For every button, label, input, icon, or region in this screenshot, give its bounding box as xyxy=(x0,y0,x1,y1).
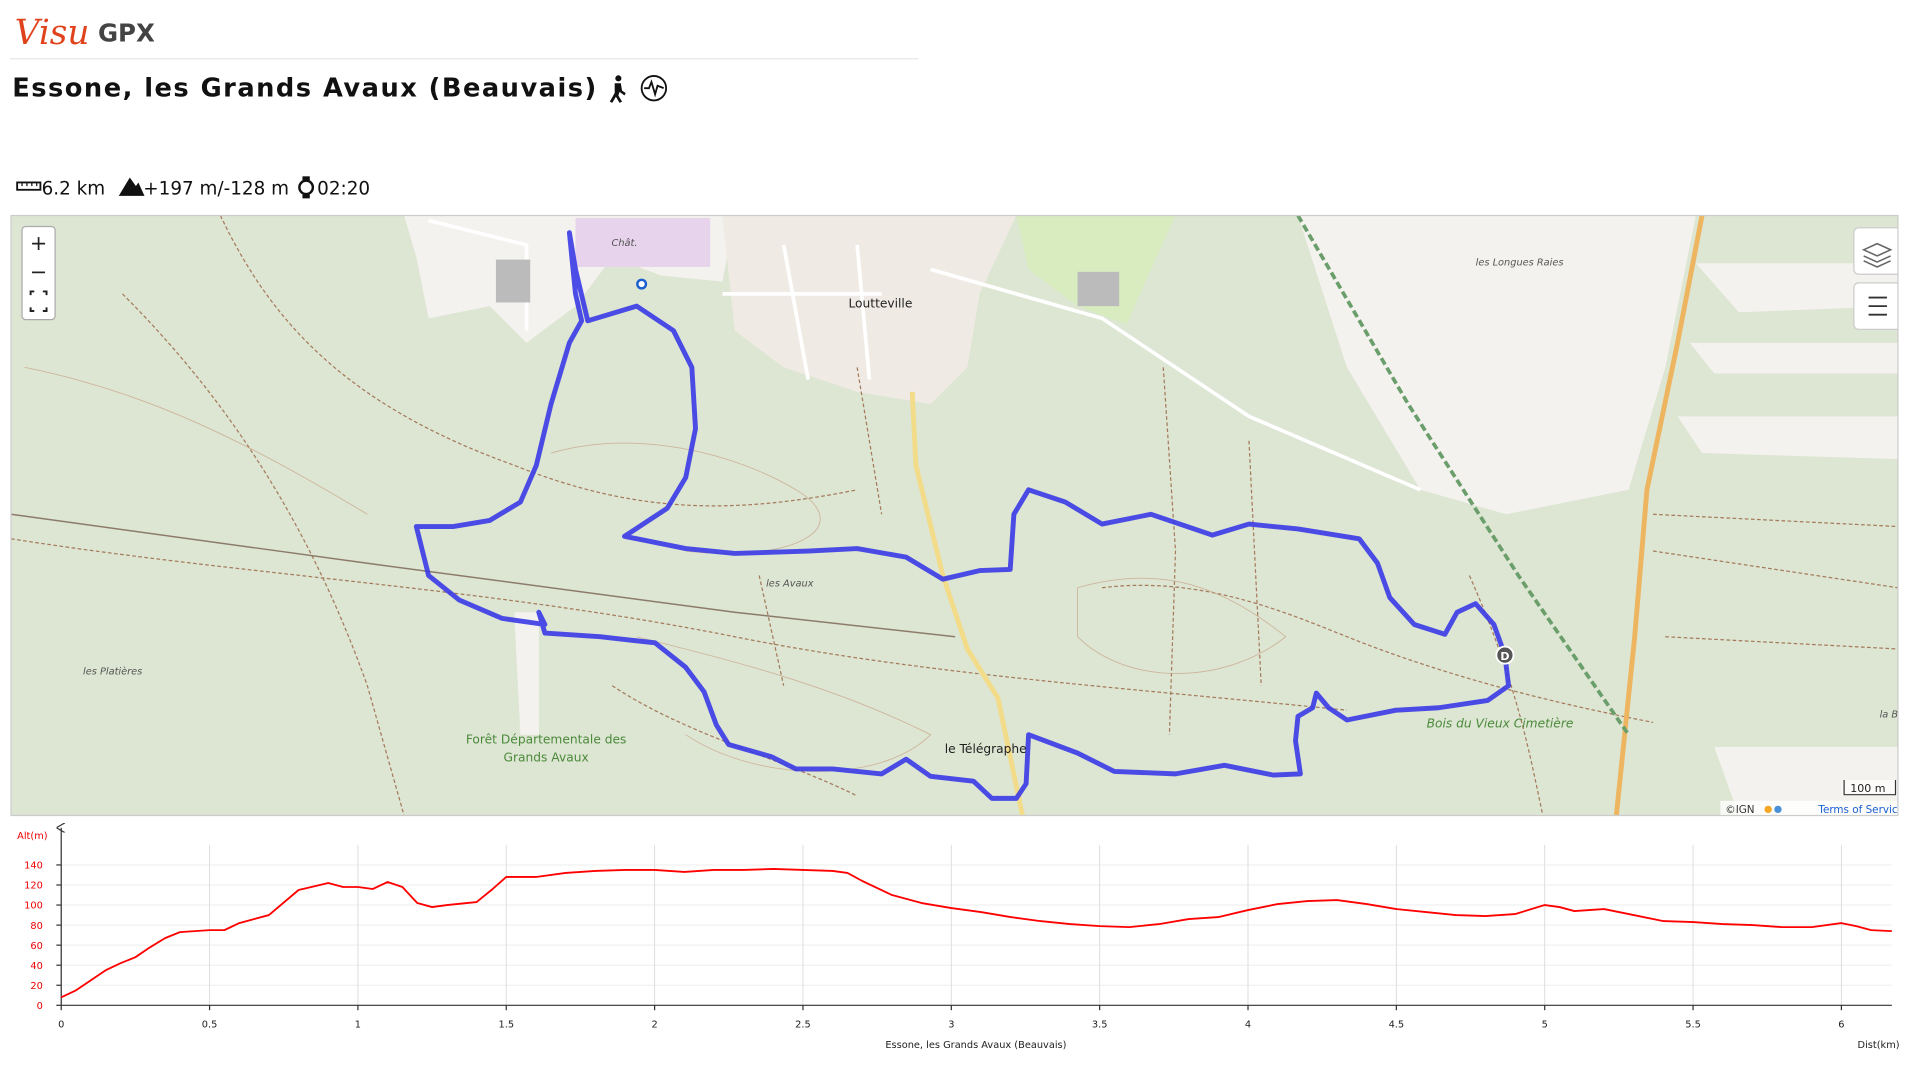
map-open-field xyxy=(1297,215,1696,515)
scale-label: 100 m xyxy=(1850,782,1885,795)
map-place: Chât. xyxy=(612,237,638,249)
x-tick-label: 5 xyxy=(1542,1019,1548,1030)
geoportail-logo xyxy=(1764,805,1772,814)
fullscreen-button[interactable] xyxy=(29,290,48,312)
start-marker[interactable] xyxy=(1495,645,1515,665)
map-place: le Télégraphe xyxy=(945,742,1027,756)
zoom-out[interactable]: − xyxy=(30,260,47,284)
stat-distance: 6.2 km xyxy=(42,179,106,200)
map-building xyxy=(495,259,531,303)
x-tick-label: 4 xyxy=(1245,1019,1251,1030)
map-forest-label: Forêt Départementale des xyxy=(466,732,627,746)
track-title: Essone, les Grands Avaux (Beauvais) xyxy=(12,74,598,104)
geoportail-logo xyxy=(1774,805,1782,814)
map-path-clearing xyxy=(514,612,539,735)
y-tick-label: 0 xyxy=(37,1001,43,1012)
map-place: les Longues Raies xyxy=(1476,258,1564,269)
y-tick-label: 40 xyxy=(30,961,42,972)
x-tick-label: 3.5 xyxy=(1092,1019,1108,1030)
x-tick-label: 2 xyxy=(651,1019,657,1030)
map-border xyxy=(10,214,1899,817)
stat-elevation: +197 m/-128 m xyxy=(143,179,289,200)
y-tick-label: 120 xyxy=(24,881,43,892)
mountain-icon xyxy=(118,177,145,196)
map-main-road xyxy=(1613,215,1705,816)
y-tick-label: 80 xyxy=(30,921,42,932)
map-road xyxy=(909,391,1025,816)
y-axis-label: Alt(m) xyxy=(17,831,47,842)
y-tick-label: 100 xyxy=(24,901,43,912)
x-tick-label: 3 xyxy=(948,1019,954,1030)
watch-icon xyxy=(298,176,315,199)
x-tick-label: 4.5 xyxy=(1389,1019,1405,1030)
layers-icon xyxy=(1861,242,1893,268)
elevation-chart[interactable]: Alt(m) Dist(km) Essone, les Grands Avaux… xyxy=(17,828,1900,1051)
map-village xyxy=(722,215,1017,405)
map-poi[interactable] xyxy=(636,278,648,290)
x-tick-label: 2.5 xyxy=(795,1019,811,1030)
scale-box xyxy=(1841,780,1898,796)
map-building xyxy=(1077,271,1120,307)
stat-duration: 02:20 xyxy=(317,179,370,200)
profile-icon[interactable] xyxy=(640,75,668,102)
gpx-track[interactable] xyxy=(413,230,1512,801)
map-fields xyxy=(1677,263,1898,816)
x-tick-label: 5.5 xyxy=(1685,1019,1701,1030)
map-contours xyxy=(24,366,1287,772)
zoom-controls xyxy=(21,225,56,321)
map[interactable]: Loutteville les Longues Raies les Platiè… xyxy=(11,215,1905,817)
menu-icon xyxy=(1868,296,1887,316)
x-tick-label: 1 xyxy=(355,1019,361,1030)
scale-bar xyxy=(1843,780,1897,796)
map-forest-label: Bois du Vieux Cimetière xyxy=(1427,716,1574,730)
x-tick-label: 0 xyxy=(58,1019,64,1030)
map-road-minor xyxy=(11,513,956,638)
map-place: les Avaux xyxy=(766,579,814,590)
map-place: Loutteville xyxy=(848,296,912,310)
attribution: ©IGN xyxy=(1725,804,1754,816)
map-streets xyxy=(428,218,882,380)
ruler-icon xyxy=(16,181,42,191)
attribution-box xyxy=(1720,800,1898,816)
y-tick-label: 20 xyxy=(30,981,42,992)
hiker-icon xyxy=(609,75,626,103)
x-tick-label: 1.5 xyxy=(498,1019,514,1030)
x-axis-label: Dist(km) xyxy=(1858,1040,1900,1051)
y-tick-label: 60 xyxy=(30,941,42,952)
elevation-line xyxy=(60,868,1892,999)
map-forest-label: Grands Avaux xyxy=(504,751,589,765)
chart-title: Essone, les Grands Avaux (Beauvais) xyxy=(885,1040,1066,1051)
map-place: les Platières xyxy=(83,666,142,678)
terms-link[interactable]: Terms of Service xyxy=(1817,804,1904,816)
map-place: la Bu xyxy=(1880,710,1905,721)
x-tick-label: 0.5 xyxy=(202,1019,218,1030)
map-chateau xyxy=(575,217,711,267)
map-street xyxy=(930,267,1422,492)
logo-bold[interactable]: GPX xyxy=(98,19,155,48)
start-marker-label: D xyxy=(1500,650,1509,663)
x-tick-label: 6 xyxy=(1838,1019,1844,1030)
logo-script[interactable]: Visu xyxy=(15,13,90,53)
layers-button[interactable] xyxy=(1853,227,1903,275)
map-railway xyxy=(1296,215,1631,736)
map-park xyxy=(1016,215,1176,325)
zoom-in[interactable]: + xyxy=(30,231,47,255)
y-tick-label: 140 xyxy=(24,861,43,872)
